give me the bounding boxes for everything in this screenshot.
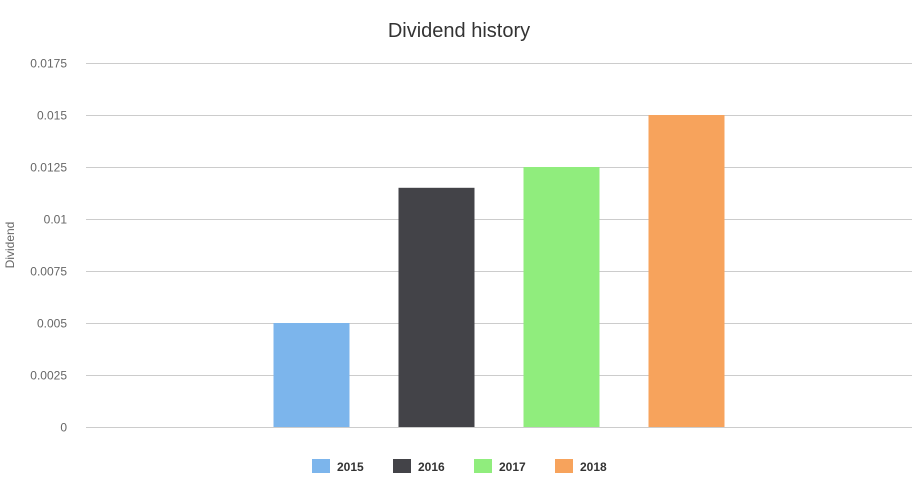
bar-2017[interactable] xyxy=(523,167,600,427)
y-tick-label: 0.0125 xyxy=(30,161,67,175)
legend-label: 2015 xyxy=(337,460,364,474)
legend-label: 2016 xyxy=(418,460,445,474)
legend-swatch xyxy=(474,459,492,473)
y-tick-label: 0.005 xyxy=(37,317,67,331)
legend-swatch xyxy=(312,459,330,473)
bar-2015[interactable] xyxy=(273,323,350,427)
y-axis-ticks: 0 0.0025 0.005 0.0075 0.01 0.0125 0.015 0.0175 xyxy=(30,57,67,435)
y-tick-label: 0.0175 xyxy=(30,57,67,71)
legend-swatch xyxy=(555,459,573,473)
chart-title: Dividend history xyxy=(388,20,530,42)
bar-2018[interactable] xyxy=(648,115,725,427)
legend-item-2015[interactable]: 2015 xyxy=(312,459,364,474)
y-tick-label: 0.01 xyxy=(44,213,68,227)
legend-item-2016[interactable]: 2016 xyxy=(393,459,445,474)
y-tick-label: 0.0025 xyxy=(30,369,67,383)
y-tick-label: 0.0075 xyxy=(30,265,67,279)
y-axis-title: Dividend xyxy=(3,222,17,269)
legend-item-2018[interactable]: 2018 xyxy=(555,459,607,474)
legend-label: 2018 xyxy=(580,460,607,474)
legend-swatch xyxy=(393,459,411,473)
y-tick-label: 0 xyxy=(60,421,67,435)
y-tick-label: 0.015 xyxy=(37,109,67,123)
bar-series xyxy=(273,115,725,427)
bar-2016[interactable] xyxy=(398,187,475,427)
legend-label: 2017 xyxy=(499,460,526,474)
grid-lines xyxy=(86,63,912,428)
legend: 2015 2016 2017 2018 xyxy=(312,459,607,474)
legend-item-2017[interactable]: 2017 xyxy=(474,459,526,474)
